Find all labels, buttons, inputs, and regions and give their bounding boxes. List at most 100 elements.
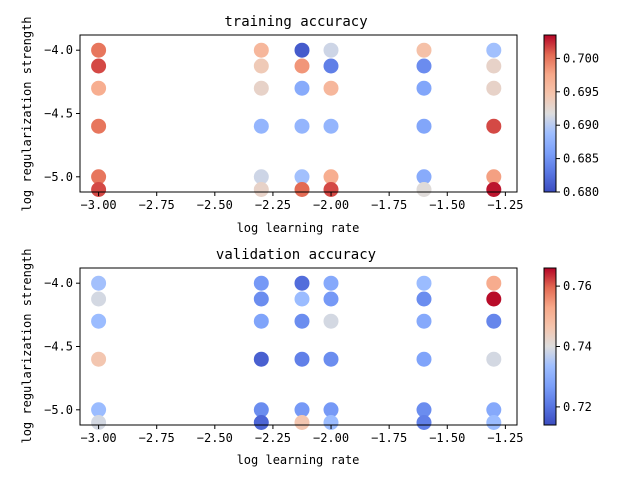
y-tick-label: −4.5 [44, 340, 73, 354]
scatter-point [294, 80, 310, 96]
scatter-point [253, 182, 269, 197]
scatter-point [253, 291, 269, 307]
y-tick-label: −4.5 [44, 107, 73, 121]
scatter-point [294, 182, 310, 197]
scatter-point [323, 351, 339, 367]
scatter-point [416, 80, 432, 96]
scatter-point [416, 275, 432, 291]
scatter-point [416, 182, 432, 197]
colorbar-gradient [543, 34, 557, 193]
y-tick-label: −5.0 [44, 170, 73, 184]
y-axis-ticks: −4.0 −4.5 −5.0 [44, 43, 80, 184]
scatter-point [323, 313, 339, 329]
x-tick-label: −2.75 [139, 431, 175, 445]
scatter-point [253, 313, 269, 329]
x-tick-label: −1.50 [429, 431, 465, 445]
colorbar: 0.680 0.685 0.690 0.695 0.700 [543, 34, 599, 199]
y-tick-label: −5.0 [44, 403, 73, 417]
scatter-point [91, 313, 107, 329]
chart-title: validation accuracy [216, 247, 376, 263]
scatter-point [91, 415, 107, 430]
scatter-point [91, 58, 107, 74]
scatter-point [323, 118, 339, 134]
y-axis-ticks: −4.0 −4.5 −5.0 [44, 276, 80, 417]
scatter-point [294, 275, 310, 291]
x-tick-label: −2.25 [255, 198, 291, 212]
colorbar-ticks: 0.72 0.74 0.76 [556, 279, 592, 414]
scatter-point [91, 402, 107, 418]
scatter-point [294, 169, 310, 185]
scatter-point [486, 402, 502, 418]
scatter-point [253, 169, 269, 185]
x-tick-label: −2.00 [313, 431, 349, 445]
training-accuracy-panel: training accuracy −3.00 −2.75 −2.50 −2.25 −2… [20, 14, 599, 235]
x-axis-ticks: −3.00 −2.75 −2.50 −2.25 −2.00 −1.75 −1.50 −1.25 [81, 192, 523, 212]
x-tick-label: −2.00 [313, 198, 349, 212]
scatter-point [294, 118, 310, 134]
x-tick-label: −2.50 [197, 198, 233, 212]
scatter-point [416, 313, 432, 329]
scatter-point [416, 169, 432, 185]
x-tick-label: −1.50 [429, 198, 465, 212]
colorbar-tick-label: 0.72 [563, 400, 592, 414]
scatter-point [91, 42, 107, 58]
scatter-point [486, 313, 502, 329]
scatter-point [486, 291, 502, 307]
scatter-point [253, 80, 269, 96]
scatter-point [91, 275, 107, 291]
scatter-point [486, 415, 502, 430]
scatter-point [91, 169, 107, 185]
x-tick-label: −1.25 [487, 431, 523, 445]
plot-frame [79, 267, 518, 426]
scatter-point [91, 80, 107, 96]
scatter-point [323, 42, 339, 58]
scatter-point [323, 415, 339, 430]
scatter-point [486, 351, 502, 367]
scatter-point [294, 402, 310, 418]
scatter-point [253, 402, 269, 418]
scatter-point [253, 118, 269, 134]
scatter-point [253, 275, 269, 291]
x-axis-label: log learning rate [237, 221, 360, 235]
scatter-point [323, 182, 339, 197]
scatter-point [416, 118, 432, 134]
scatter-point [294, 313, 310, 329]
x-tick-label: −2.25 [255, 431, 291, 445]
scatter-point [486, 58, 502, 74]
scatter-points [91, 275, 502, 430]
x-tick-label: −2.50 [197, 431, 233, 445]
colorbar: 0.72 0.74 0.76 [543, 267, 592, 426]
x-axis-ticks: −3.00 −2.75 −2.50 −2.25 −2.00 −1.75 −1.50 −1.25 [81, 425, 523, 445]
scatter-point [91, 182, 107, 197]
x-tick-label: −3.00 [81, 431, 117, 445]
scatter-point [416, 58, 432, 74]
scatter-point [486, 80, 502, 96]
scatter-point [294, 291, 310, 307]
colorbar-tick-label: 0.695 [563, 85, 599, 99]
scatter-point [486, 42, 502, 58]
scatter-point [486, 169, 502, 185]
scatter-point [323, 80, 339, 96]
scatter-point [323, 275, 339, 291]
scatter-point [294, 42, 310, 58]
colorbar-tick-label: 0.680 [563, 185, 599, 199]
validation-accuracy-panel: validation accuracy −3.00 −2.75 −2.50 −2.25… [20, 247, 592, 467]
scatter-point [294, 351, 310, 367]
colorbar-tick-label: 0.700 [563, 51, 599, 65]
scatter-point [416, 291, 432, 307]
scatter-point [323, 402, 339, 418]
y-axis-label: log regularization strength [20, 248, 34, 443]
x-tick-label: −1.25 [487, 198, 523, 212]
x-tick-label: −1.75 [371, 431, 407, 445]
scatter-point [416, 402, 432, 418]
scatter-point [91, 351, 107, 367]
scatter-point [253, 42, 269, 58]
scatter-point [486, 118, 502, 134]
scatter-point [486, 275, 502, 291]
colorbar-tick-label: 0.685 [563, 152, 599, 166]
scatter-point [91, 118, 107, 134]
scatter-point [253, 58, 269, 74]
scatter-point [253, 351, 269, 367]
colorbar-tick-label: 0.76 [563, 279, 592, 293]
